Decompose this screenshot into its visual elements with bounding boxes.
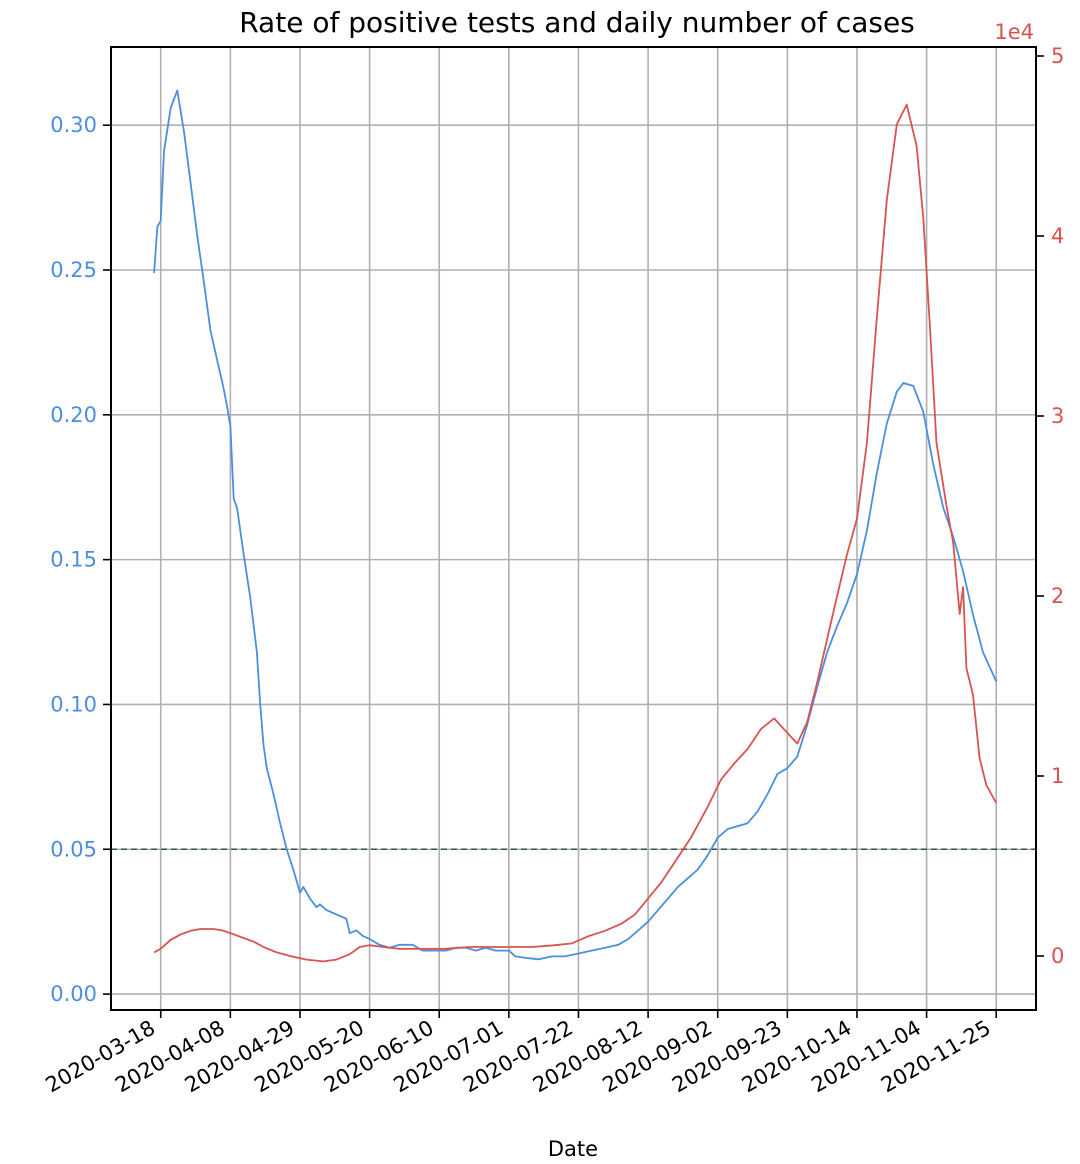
right-tick-label: 0 xyxy=(1051,944,1064,968)
left-tick-label: 0.10 xyxy=(50,692,97,716)
plot-frame xyxy=(110,46,1037,1011)
left-axis: 0.00 0.05 0.10 0.15 0.20 0.25 0.30 xyxy=(50,113,111,1006)
right-tick-label: 5 xyxy=(1051,44,1064,68)
right-axis: 0 1 2 3 4 5 xyxy=(1036,44,1064,968)
x-axis: 2020-03-182020-04-082020-04-292020-05-20… xyxy=(42,1010,998,1097)
x-axis-label: Date xyxy=(548,1137,598,1161)
positive-rate-line xyxy=(153,89,998,961)
left-tick-label: 0.05 xyxy=(50,837,97,861)
daily-cases-line xyxy=(153,103,997,963)
right-tick-label: 1 xyxy=(1051,764,1064,788)
right-tick-label: 4 xyxy=(1051,224,1064,248)
chart-title: Rate of positive tests and daily number … xyxy=(239,6,915,39)
right-tick-label: 3 xyxy=(1051,404,1064,428)
left-tick-label: 0.15 xyxy=(50,548,97,572)
grid xyxy=(111,47,1036,1010)
right-axis-multiplier: 1e4 xyxy=(994,20,1034,44)
left-tick-label: 0.20 xyxy=(50,403,97,427)
left-tick-label: 0.30 xyxy=(50,113,97,137)
left-tick-label: 0.25 xyxy=(50,258,97,282)
left-tick-label: 0.00 xyxy=(50,982,97,1006)
series-layer xyxy=(153,89,998,963)
right-tick-label: 2 xyxy=(1051,584,1064,608)
